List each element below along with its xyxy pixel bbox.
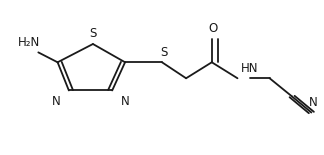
Text: H₂N: H₂N	[17, 36, 40, 49]
Text: S: S	[160, 46, 167, 59]
Text: N: N	[121, 95, 129, 108]
Text: N: N	[308, 96, 317, 109]
Text: N: N	[52, 95, 60, 108]
Text: HN: HN	[241, 62, 258, 75]
Text: S: S	[89, 27, 97, 40]
Text: O: O	[209, 22, 218, 35]
